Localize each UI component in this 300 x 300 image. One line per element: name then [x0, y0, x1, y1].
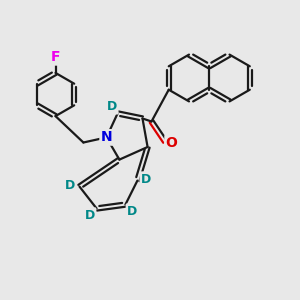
Text: D: D — [85, 208, 95, 222]
Text: D: D — [65, 178, 75, 192]
Text: N: N — [101, 130, 112, 144]
Text: D: D — [107, 100, 117, 113]
Text: F: F — [51, 50, 60, 64]
Text: O: O — [166, 136, 178, 150]
Text: D: D — [127, 205, 137, 218]
Text: D: D — [141, 172, 151, 186]
